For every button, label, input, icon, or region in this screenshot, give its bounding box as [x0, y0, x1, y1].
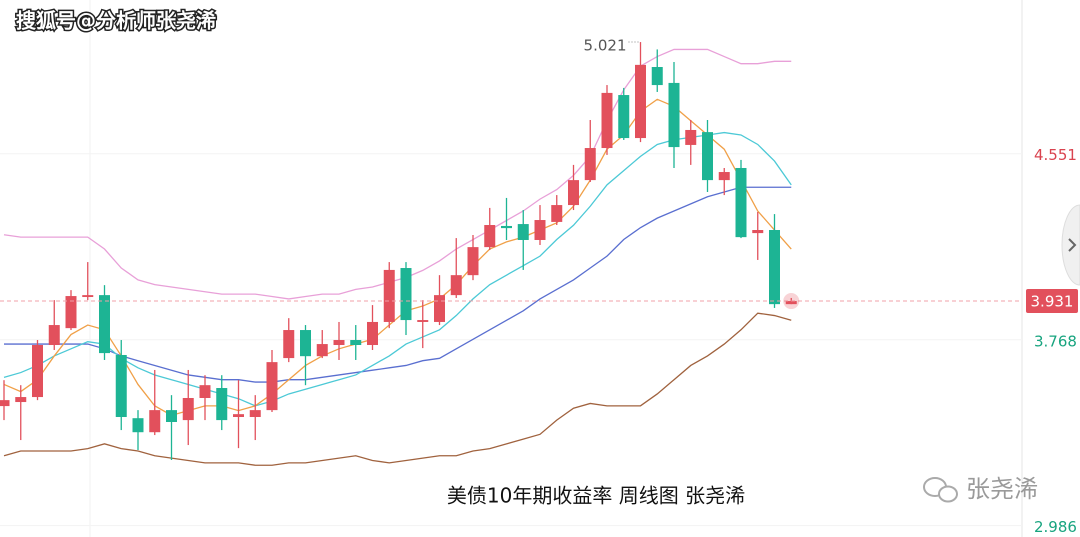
last-price-glow: [783, 293, 800, 310]
candle-body: [0, 400, 10, 407]
brand: 张尧浠: [966, 475, 1038, 503]
candle-body: [618, 95, 630, 139]
candle-body: [383, 269, 395, 322]
indicator-line: [4, 186, 792, 383]
candle-body: [216, 388, 228, 421]
candle-body: [249, 410, 261, 418]
candle-body: [115, 354, 127, 418]
candle-body: [82, 295, 94, 298]
candle-body: [484, 225, 496, 248]
candle-body: [333, 340, 345, 346]
candle-body: [668, 82, 680, 148]
candle-body: [316, 344, 328, 357]
candle-body: [534, 220, 546, 240]
candle-body: [601, 92, 613, 149]
indicator-line: [3, 98, 792, 417]
candle-body: [584, 148, 596, 181]
candle-body: [182, 397, 194, 421]
indicator-line: [3, 312, 792, 466]
candle-body: [752, 230, 764, 234]
candle-body: [434, 295, 445, 322]
candle-body: [651, 67, 663, 86]
candle-body: [199, 385, 211, 398]
candle-body: [735, 167, 747, 238]
candle-body: [400, 268, 412, 321]
candle-body: [283, 330, 295, 359]
candle-body: [685, 129, 697, 145]
expand-button[interactable]: [1061, 204, 1080, 286]
chart-title: 美债10年期收益率 周线图 张尧浠: [447, 484, 745, 508]
y-tick-label: 3.768: [1034, 332, 1077, 350]
max-label: 5.021: [584, 37, 627, 55]
indicator-line: [3, 48, 792, 300]
candle-body: [166, 410, 177, 422]
candle-body: [417, 320, 429, 322]
last-price-box: [1026, 289, 1078, 314]
candle-body: [718, 172, 730, 181]
candle-body: [266, 362, 278, 411]
plot-area: 5.021: [0, 37, 1022, 527]
candle-body: [233, 414, 244, 418]
candle-body: [702, 132, 713, 181]
brand-icon: [923, 477, 958, 503]
candle-body: [65, 296, 77, 329]
candle-body: [367, 321, 378, 346]
candle-body: [568, 180, 579, 206]
y-tick-label: 2.986: [1034, 518, 1077, 536]
candle-body: [132, 418, 144, 433]
watermark: 搜狐号@分析师张尧浠: [16, 9, 216, 33]
candle-body: [517, 224, 529, 240]
candle-body: [15, 397, 27, 403]
candle-body: [635, 64, 646, 139]
candle-body: [149, 410, 161, 433]
candle-body: [32, 345, 43, 398]
candle-body: [450, 275, 462, 296]
candle-body: [350, 340, 362, 346]
last-price-label: 3.931: [1031, 293, 1074, 311]
candle-body: [769, 230, 780, 305]
candle-body: [551, 205, 563, 222]
candle-body: [48, 325, 60, 346]
candle-body: [300, 330, 311, 357]
candle-body: [99, 295, 110, 354]
candle-body: [785, 301, 797, 305]
candle-body: [467, 247, 479, 276]
y-tick-label: 4.551: [1034, 146, 1077, 164]
indicator-line: [3, 131, 792, 407]
candle-body: [501, 225, 512, 229]
